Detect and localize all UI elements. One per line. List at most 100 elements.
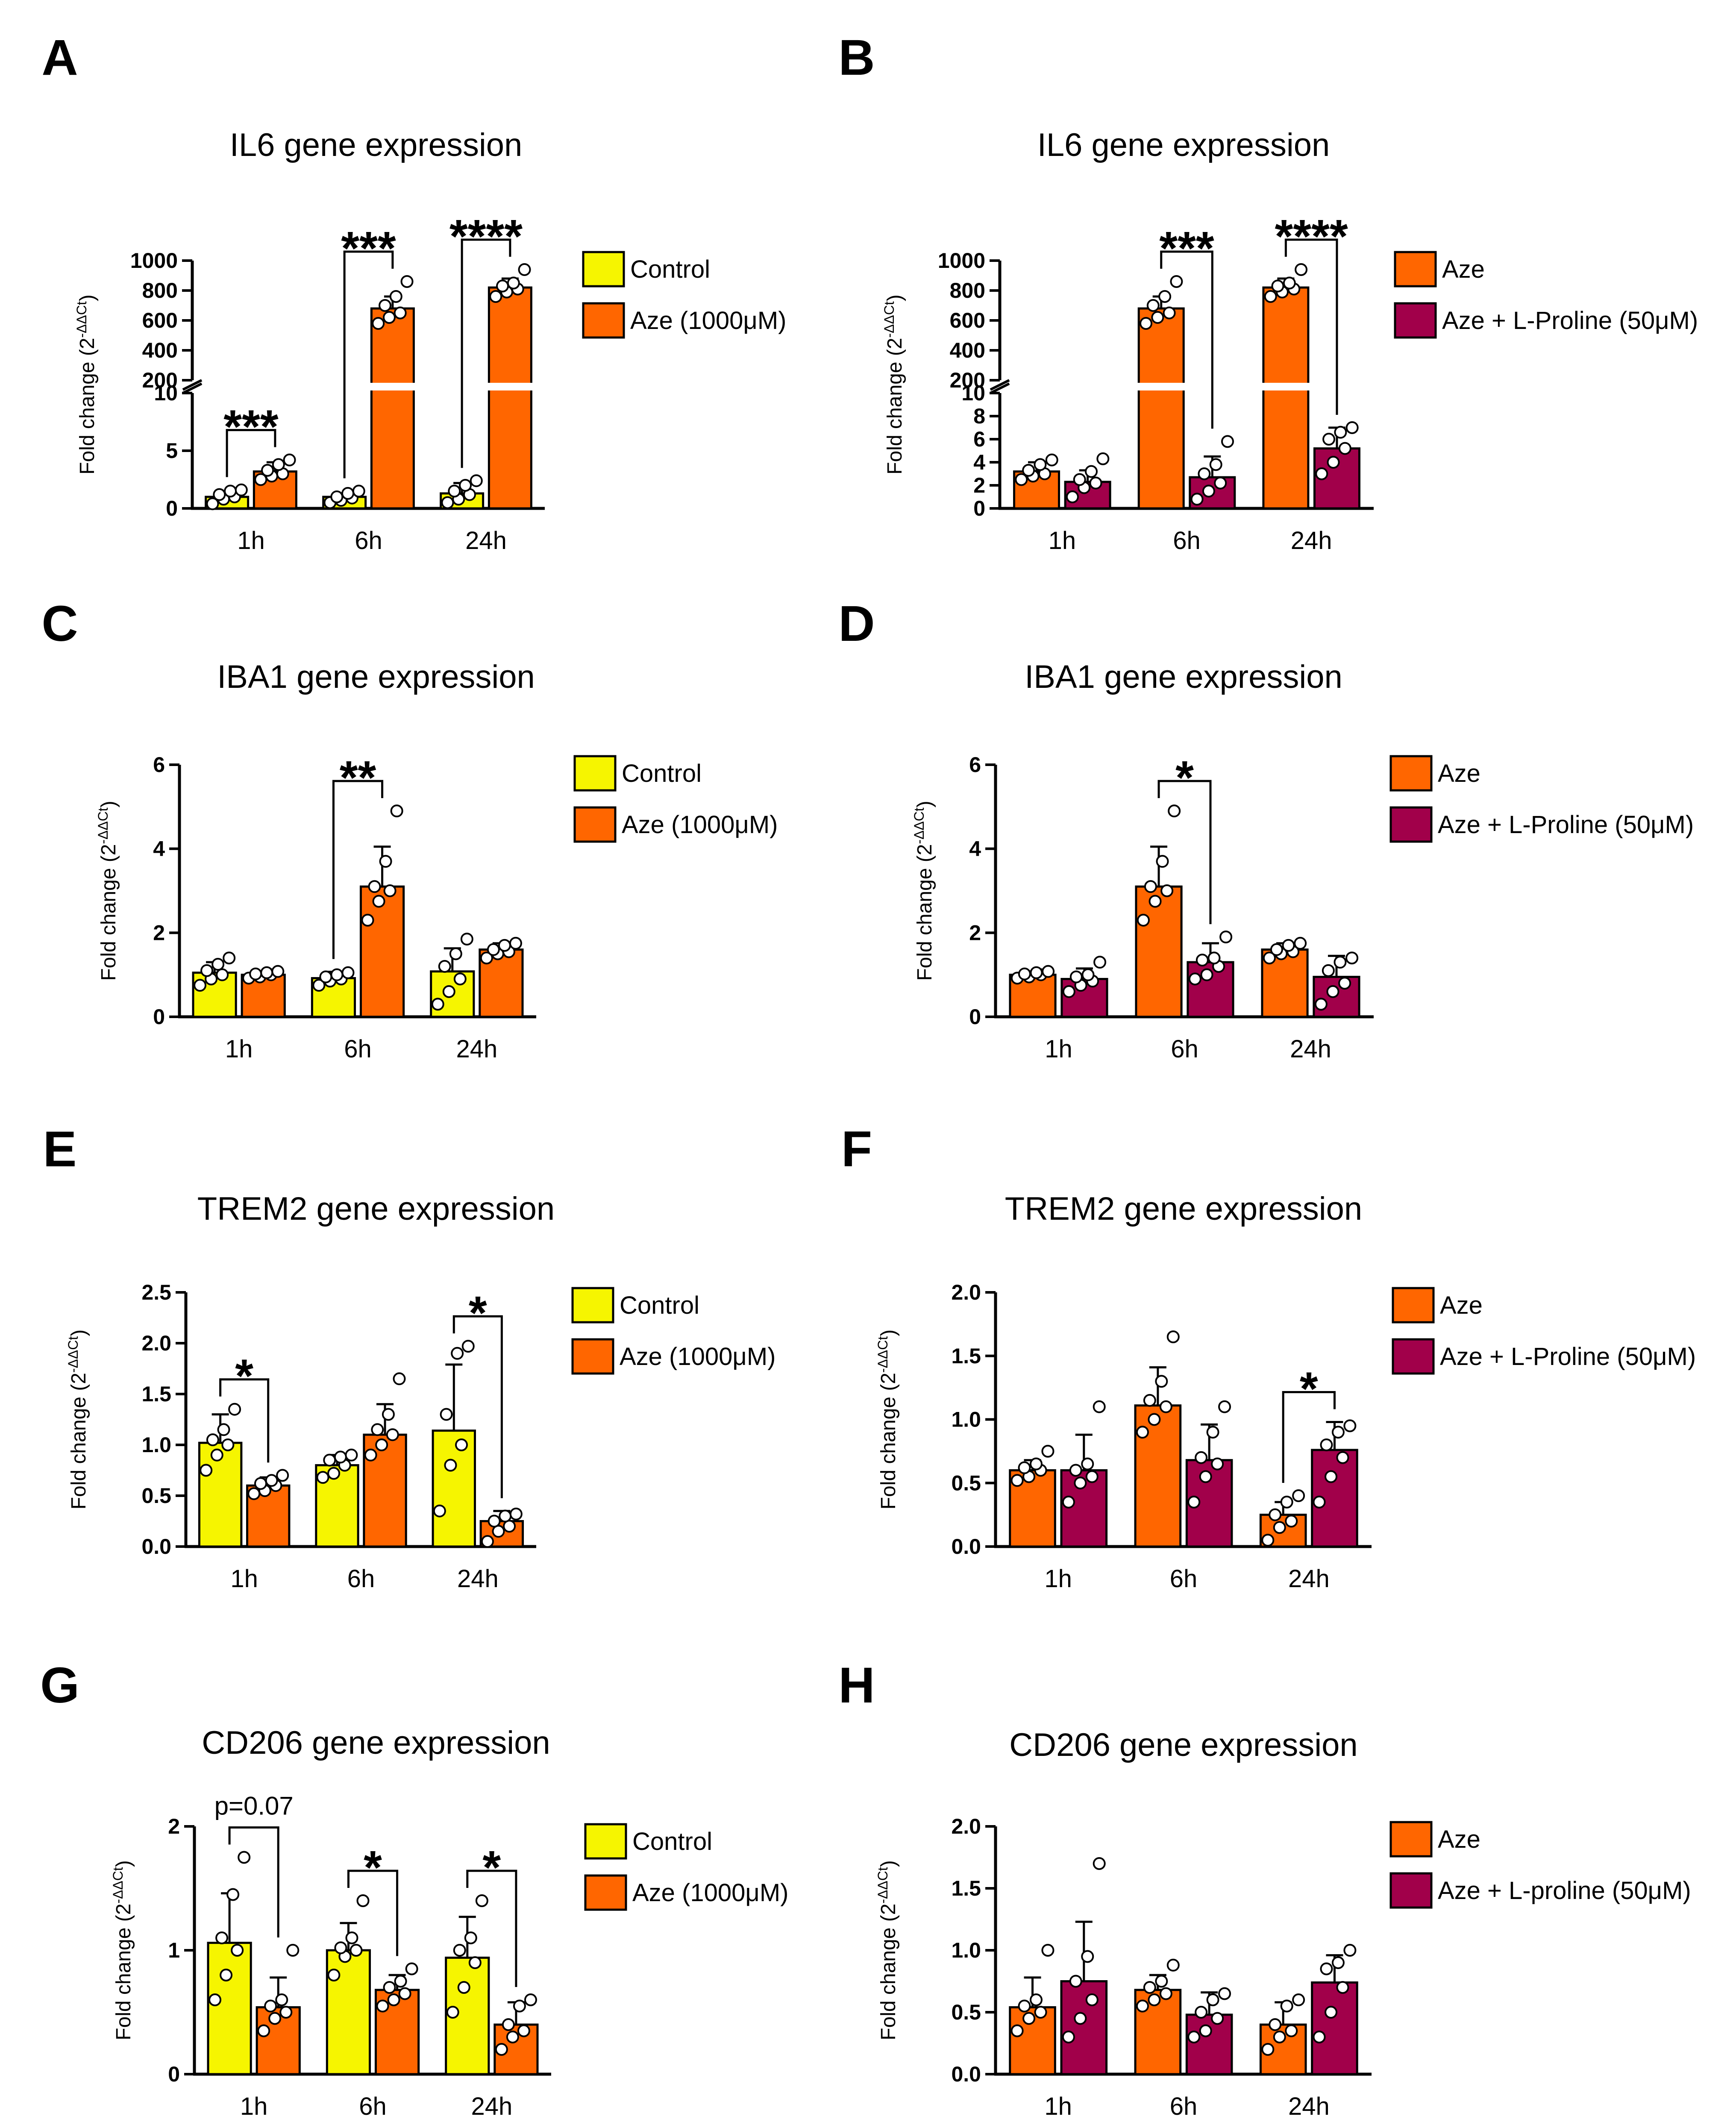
data-point [509, 1507, 523, 1520]
data-point [488, 1515, 501, 1528]
significance-label: * [364, 1841, 382, 1894]
data-point [1136, 1999, 1149, 2013]
data-point [1029, 1993, 1043, 2006]
data-point [475, 1894, 488, 1907]
significance-label: *** [1159, 222, 1214, 275]
data-point [1069, 1464, 1082, 1477]
data-point [231, 1944, 244, 1957]
data-point [1093, 1400, 1106, 1413]
data-point [480, 951, 493, 965]
y-axis-label: Fold change (2-ΔΔCt) [875, 1330, 900, 1510]
data-point [1280, 1999, 1293, 2013]
chart-title: CD206 gene expression [202, 1725, 550, 1761]
panel-letter: D [838, 596, 875, 652]
significance-label: * [235, 1350, 253, 1403]
data-point [1345, 951, 1359, 965]
data-point [1148, 1993, 1161, 2006]
data-point [210, 1448, 223, 1462]
y-tick-label: 10 [154, 381, 178, 405]
y-axis-label-text: Fold change (2 [877, 1904, 900, 2040]
y-axis-label-end: ) [68, 1330, 90, 1336]
bar [1137, 307, 1185, 510]
y-tick-label: 6 [153, 753, 165, 777]
data-point [375, 1438, 388, 1451]
y-tick-label: 1.5 [141, 1382, 171, 1406]
data-point [438, 960, 451, 973]
data-point [1219, 930, 1233, 944]
data-point [1283, 276, 1296, 290]
legend-swatch [571, 1287, 614, 1324]
y-tick-label: 2.0 [951, 1814, 981, 1838]
y-axis-label-end: ) [76, 294, 99, 301]
data-point [431, 998, 444, 1011]
bar [432, 1429, 476, 1548]
legend-swatch [1392, 1287, 1435, 1324]
panel-letter: G [40, 1657, 79, 1714]
data-point [271, 965, 285, 978]
y-tick-label: 0.0 [951, 2062, 981, 2086]
x-tick-label: 24h [1288, 1565, 1330, 1593]
panel-d: D IBA1 gene expression 0 2 4 6 Fold change (2-… [838, 596, 1694, 1063]
data-point [394, 306, 407, 320]
y-axis-label-end: ) [877, 1860, 900, 1867]
data-point [345, 1448, 358, 1462]
data-point [1263, 951, 1276, 965]
y-tick-label: 6 [973, 427, 985, 451]
x-tick-label: 6h [344, 1035, 372, 1063]
y-axis-label: Fold change (2-ΔΔCt) [881, 294, 906, 475]
data-point [1042, 965, 1055, 978]
data-point [442, 985, 455, 998]
data-point [260, 966, 273, 979]
y-axis-label-text: Fold change (2 [914, 844, 936, 981]
data-point [1073, 473, 1086, 486]
significance-bracket [1160, 250, 1213, 429]
data-point [1336, 1981, 1349, 1994]
x-tick-label: 1h [225, 1035, 253, 1063]
y-axis-label-text: Fold change (2 [76, 338, 99, 475]
significance-bracket [219, 1378, 270, 1463]
data-point [368, 880, 381, 893]
y-axis-label-superscript: -ΔΔCt [95, 807, 111, 844]
data-point [264, 1999, 277, 2013]
x-tick-label: 24h [456, 1035, 497, 1063]
data-point [383, 884, 397, 897]
data-point [457, 1981, 470, 1994]
panel-letter: A [41, 29, 78, 86]
data-point [1096, 452, 1110, 465]
data-point [327, 1969, 341, 1981]
y-axis-label: Fold change (2-ΔΔCt) [110, 1860, 135, 2040]
data-point [1149, 895, 1162, 908]
y-axis-label-superscript: -ΔΔCt [881, 301, 897, 338]
data-point [433, 1504, 446, 1517]
data-point [279, 2006, 293, 2019]
significance-bracket [332, 780, 384, 959]
data-point [394, 1975, 407, 1988]
legend-swatch [1394, 302, 1437, 339]
y-tick-label: 600 [950, 308, 985, 332]
data-point [1093, 1857, 1106, 1870]
data-point [1158, 290, 1172, 303]
y-tick-label: 4 [153, 837, 165, 861]
legend-label: Aze (1000μM) [620, 1343, 775, 1371]
data-point [1041, 1444, 1055, 1458]
data-point [1325, 2006, 1338, 2019]
y-tick-label: 400 [950, 338, 985, 362]
x-tick-label: 1h [240, 2093, 268, 2120]
data-point [220, 1969, 233, 1981]
data-point [286, 1944, 300, 1957]
data-point [1264, 290, 1277, 303]
data-point [265, 1474, 278, 1487]
data-point [1294, 936, 1307, 950]
data-point [1271, 279, 1284, 293]
significance-label: p=0.07 [214, 1792, 294, 1820]
significance-bracket [228, 1826, 279, 1937]
x-tick-label: 24h [1290, 1035, 1331, 1063]
significance-label: *** [223, 401, 279, 453]
y-axis-label-superscript: -ΔΔCt [110, 1867, 126, 1904]
data-point [1320, 1438, 1333, 1451]
data-point [1269, 1508, 1282, 1521]
x-tick-label: 1h [1044, 2093, 1072, 2120]
data-point [449, 947, 462, 960]
y-axis-label: Fold change (2-ΔΔCt) [875, 1860, 900, 2040]
data-point [323, 1453, 336, 1467]
